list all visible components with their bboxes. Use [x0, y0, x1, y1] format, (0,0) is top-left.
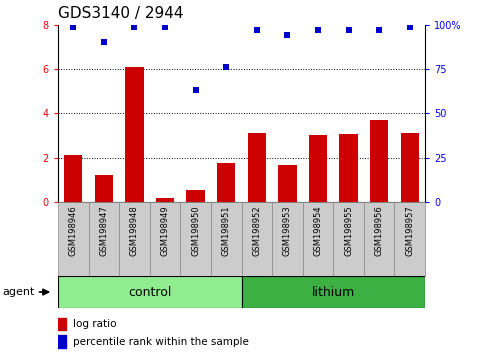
- Text: GSM198951: GSM198951: [222, 205, 231, 256]
- Bar: [58, 318, 66, 330]
- Bar: [400, 133, 419, 202]
- Text: GSM198950: GSM198950: [191, 205, 200, 256]
- Point: [100, 40, 108, 45]
- Bar: [364, 202, 395, 276]
- Bar: [340, 134, 358, 202]
- Bar: [303, 202, 333, 276]
- Point: [375, 27, 383, 33]
- Text: GSM198947: GSM198947: [99, 205, 108, 256]
- Bar: [119, 202, 150, 276]
- Bar: [180, 202, 211, 276]
- Text: agent: agent: [2, 287, 35, 297]
- Bar: [88, 202, 119, 276]
- Bar: [395, 202, 425, 276]
- Text: log ratio: log ratio: [73, 319, 116, 329]
- Bar: [248, 133, 266, 202]
- Point: [130, 24, 138, 29]
- Bar: [156, 199, 174, 202]
- Point: [406, 24, 413, 29]
- Point: [192, 87, 199, 93]
- Point: [222, 64, 230, 70]
- Text: GSM198957: GSM198957: [405, 205, 414, 256]
- Bar: [333, 202, 364, 276]
- Bar: [64, 155, 83, 202]
- Bar: [58, 202, 88, 276]
- Bar: [242, 202, 272, 276]
- Text: control: control: [128, 286, 171, 298]
- Bar: [95, 175, 113, 202]
- Bar: [150, 202, 180, 276]
- Text: GSM198954: GSM198954: [313, 205, 323, 256]
- Text: GSM198956: GSM198956: [375, 205, 384, 256]
- Point: [345, 27, 353, 33]
- Bar: [186, 190, 205, 202]
- Point: [284, 33, 291, 38]
- Bar: [125, 67, 143, 202]
- Point: [161, 24, 169, 29]
- Text: GSM198946: GSM198946: [69, 205, 78, 256]
- Bar: [278, 165, 297, 202]
- Text: GDS3140 / 2944: GDS3140 / 2944: [58, 6, 184, 21]
- Text: percentile rank within the sample: percentile rank within the sample: [73, 337, 249, 347]
- Bar: [242, 276, 425, 308]
- Bar: [309, 136, 327, 202]
- Bar: [58, 335, 66, 348]
- Text: GSM198953: GSM198953: [283, 205, 292, 256]
- Text: lithium: lithium: [312, 286, 355, 298]
- Bar: [370, 120, 388, 202]
- Point: [314, 27, 322, 33]
- Text: GSM198949: GSM198949: [160, 205, 170, 256]
- Text: GSM198955: GSM198955: [344, 205, 353, 256]
- Text: GSM198948: GSM198948: [130, 205, 139, 256]
- Bar: [211, 202, 242, 276]
- Bar: [217, 163, 235, 202]
- Bar: [272, 202, 303, 276]
- Bar: [58, 276, 242, 308]
- Point: [70, 24, 77, 29]
- Text: GSM198952: GSM198952: [252, 205, 261, 256]
- Point: [253, 27, 261, 33]
